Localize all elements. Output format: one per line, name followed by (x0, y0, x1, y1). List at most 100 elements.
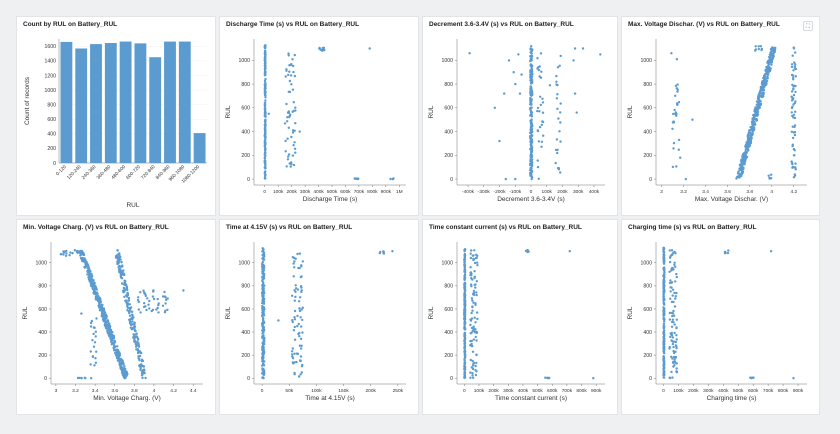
chart-title: Charging time (s) vs RUL on Battery_RUL (628, 224, 757, 231)
data-point (675, 87, 678, 90)
data-point (472, 338, 476, 341)
data-point (147, 303, 150, 306)
data-point (90, 377, 93, 380)
data-point (263, 120, 267, 124)
data-point (102, 313, 105, 316)
data-point (293, 318, 297, 321)
data-point (91, 339, 94, 342)
bar (178, 41, 191, 163)
data-point (676, 83, 679, 86)
data-point (476, 254, 479, 257)
chart-panel-time-constant-current[interactable]: Time constant current (s) vs RUL on Batt… (422, 219, 618, 415)
data-point (793, 66, 797, 70)
data-point (555, 138, 559, 141)
chart-panel-decrement[interactable]: Decrement 3.6-3.4V (s) vs RUL on Battery… (422, 16, 618, 216)
data-point (463, 315, 467, 318)
data-point (94, 357, 97, 360)
data-point (164, 302, 167, 305)
chart-panel-time-at-4-15v[interactable]: Time at 4.15V (s) vs RUL on Battery_RUL … (219, 219, 419, 415)
data-point (87, 276, 90, 279)
data-point (101, 318, 105, 321)
y-tick-label: 1000 (44, 88, 56, 94)
data-point (463, 296, 467, 299)
data-point (753, 122, 756, 125)
y-tick-label: 400 (47, 132, 56, 138)
chart-panel-count-by-rul[interactable]: Count by RUL on Battery_RUL 0 200 400 600 80… (16, 16, 216, 216)
x-tick-label: 4 (153, 388, 156, 394)
x-tick-label: 300k (300, 189, 311, 195)
data-point (530, 175, 533, 178)
data-point (674, 252, 677, 255)
data-point (156, 306, 159, 310)
y-tick-label: 200 (444, 353, 453, 359)
data-point (112, 346, 115, 349)
data-point (261, 329, 264, 332)
data-point (555, 97, 559, 100)
data-point (556, 151, 559, 155)
data-point (791, 166, 794, 169)
y-tick-label: 400 (241, 129, 250, 135)
data-point (758, 106, 761, 110)
data-point (536, 109, 539, 113)
chart-panel-charging-time[interactable]: Charging time (s) vs RUL on Battery_RUL … (621, 219, 820, 415)
data-point (143, 302, 146, 305)
chart-panel-max-voltage-dischar[interactable]: Max. Voltage Dischar. (V) vs RUL on Batt… (621, 16, 820, 216)
y-tick-label: 1400 (44, 59, 56, 65)
data-point (673, 108, 676, 112)
data-point (669, 335, 672, 339)
data-point (473, 261, 477, 265)
data-point (113, 339, 116, 342)
data-point (107, 334, 111, 337)
data-point (113, 349, 116, 352)
data-point (529, 55, 533, 58)
data-point (529, 93, 532, 97)
data-point (145, 308, 148, 312)
data-point (130, 313, 134, 316)
x-tick-label: 3.6 (724, 189, 731, 195)
chart-panel-discharge-time[interactable]: Discharge Time (s) vs RUL on Battery_RUL… (219, 16, 419, 216)
data-point (472, 301, 475, 304)
data-point (723, 250, 727, 253)
x-tick-label: 360-480 (96, 164, 113, 181)
data-point (463, 276, 466, 279)
data-point (116, 345, 119, 348)
data-point (663, 303, 666, 306)
data-point (263, 74, 267, 77)
data-point (751, 121, 754, 124)
data-point (530, 99, 533, 103)
y-tick-label: 800 (643, 82, 652, 88)
data-point (790, 65, 794, 69)
data-point (470, 297, 474, 300)
data-point (469, 371, 472, 374)
data-point (469, 358, 472, 362)
data-point (518, 92, 522, 95)
data-point (676, 90, 679, 93)
data-point (263, 79, 267, 83)
data-point (671, 357, 674, 360)
data-point (261, 372, 264, 375)
data-point (754, 106, 757, 109)
data-point (756, 100, 759, 103)
data-point (294, 109, 297, 112)
data-point (662, 257, 665, 260)
data-point (298, 130, 301, 133)
data-point (671, 342, 675, 346)
data-point (670, 249, 674, 252)
expand-icon[interactable]: ⛶ (803, 21, 813, 31)
data-point (291, 88, 295, 91)
data-point (672, 251, 675, 254)
y-tick-label: 600 (643, 307, 652, 313)
data-point (470, 326, 474, 330)
data-point (139, 311, 142, 314)
data-point (89, 350, 93, 353)
x-tick-label: 500k (532, 388, 543, 394)
chart-panel-min-voltage-charg[interactable]: Min. Voltage Charg. (V) vs RUL on Batter… (16, 219, 216, 415)
data-point (262, 272, 266, 276)
data-point (148, 307, 151, 310)
data-point (98, 308, 102, 312)
data-point (762, 83, 765, 86)
data-point (503, 92, 506, 95)
data-point (382, 252, 385, 255)
data-point (261, 315, 264, 318)
data-point (135, 332, 138, 335)
